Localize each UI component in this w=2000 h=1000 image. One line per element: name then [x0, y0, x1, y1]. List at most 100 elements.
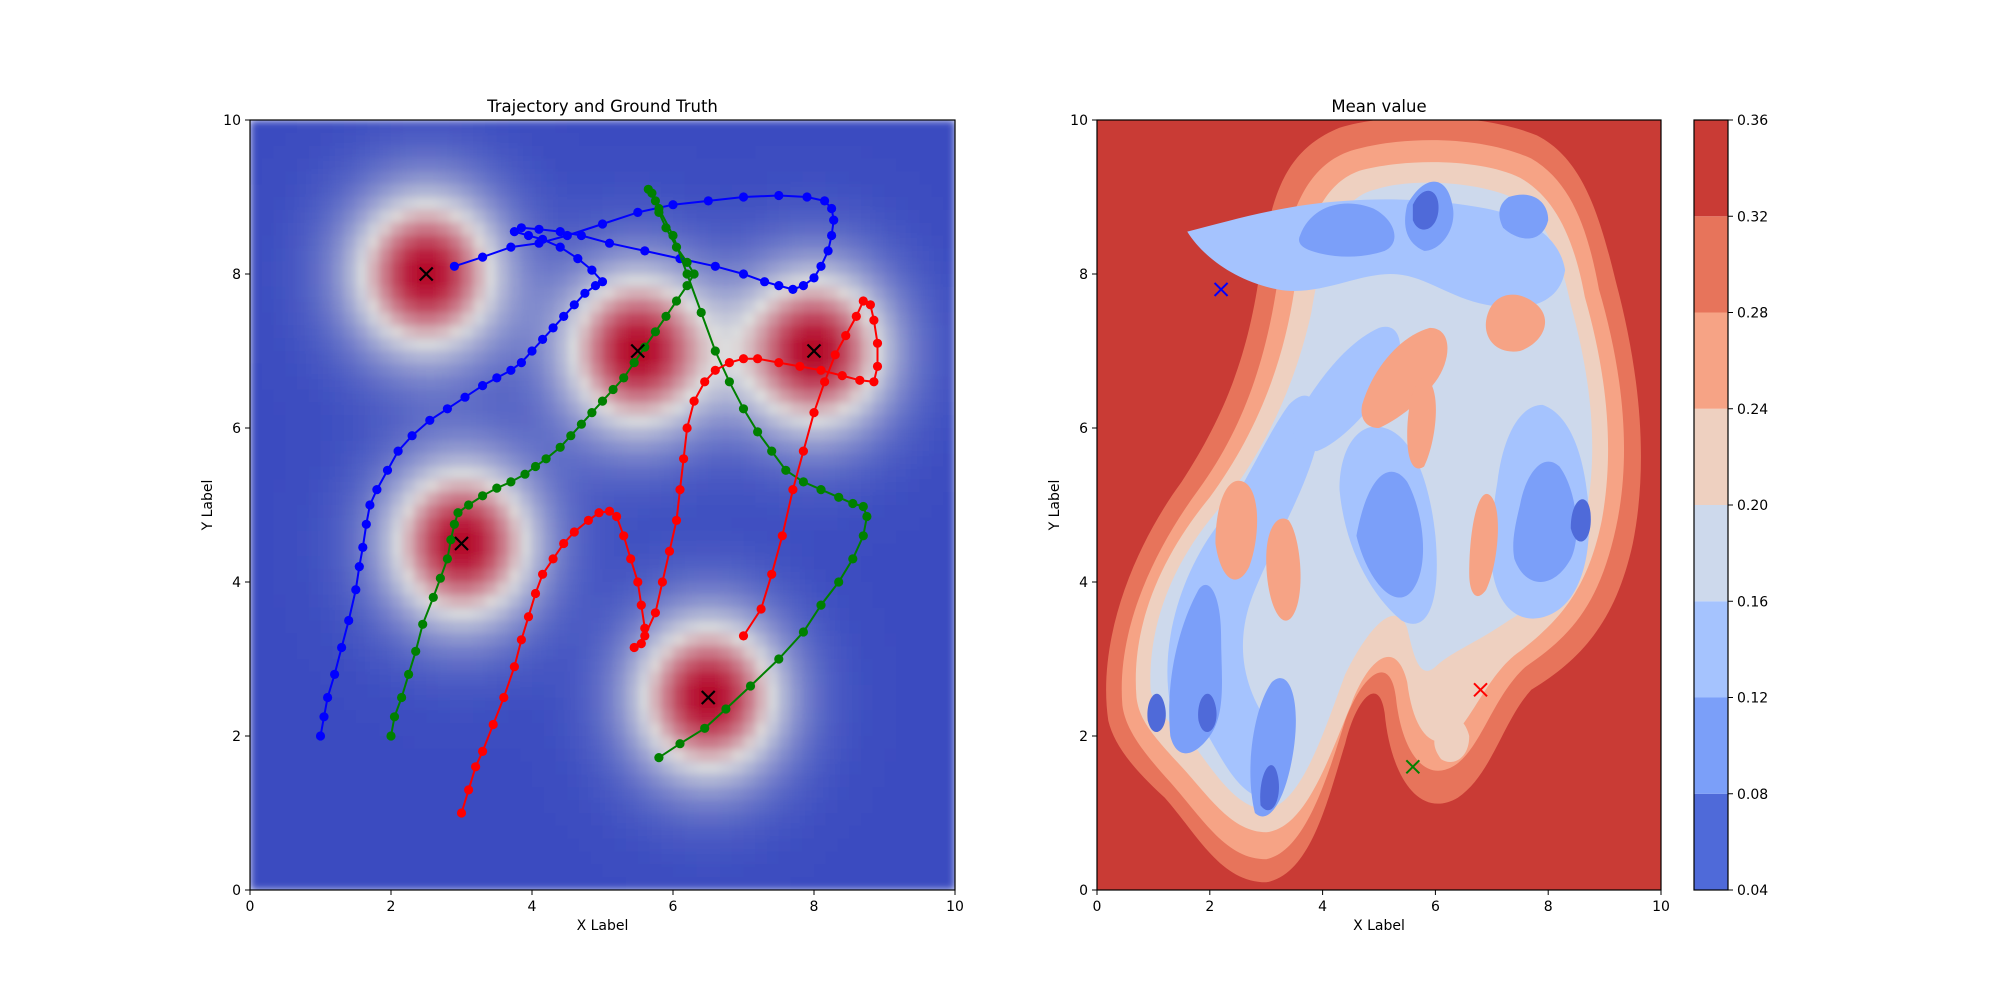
- trajectory-point-blue: [442, 404, 452, 414]
- trajectory-point-red: [636, 639, 646, 649]
- trajectory-red: [456, 296, 883, 818]
- colorbar-tick-label: 0.12: [1737, 691, 1768, 707]
- trajectory-point-blue: [816, 261, 826, 271]
- trajectory-point-green: [834, 492, 844, 502]
- trajectory-point-red: [523, 612, 534, 622]
- trajectory-point-blue: [425, 415, 435, 425]
- trajectory-point-red: [619, 531, 629, 541]
- trajectory-point-green: [435, 573, 445, 583]
- trajectory-point-green: [608, 384, 618, 395]
- trajectory-point-green: [386, 731, 396, 741]
- contour-band-0.04-e: [1147, 693, 1166, 733]
- trajectory-point-green: [710, 346, 720, 356]
- trajectory-point-green: [541, 454, 551, 464]
- trajectory-point-red: [738, 354, 749, 364]
- trajectory-point-red: [640, 623, 650, 633]
- y-tick-label: 0: [1079, 883, 1088, 899]
- contour-band-0.04-b: [1570, 499, 1591, 542]
- colorbar-tick-label: 0.24: [1737, 402, 1768, 418]
- contour-island-center: [1361, 327, 1448, 428]
- trajectory-point-blue: [492, 373, 502, 383]
- ground-truth-marker: [700, 690, 716, 705]
- y-tick-label: 4: [232, 575, 241, 591]
- colorbar-band: [1694, 793, 1728, 890]
- trajectory-point-red: [548, 554, 558, 564]
- trajectory-point-red: [872, 361, 883, 371]
- right-x-axis: 0 2 4 6 8 10: [1093, 890, 1670, 915]
- trajectory-point-blue: [829, 215, 839, 225]
- trajectory-point-red: [626, 554, 636, 564]
- colorbar-tick-label: 0.04: [1737, 883, 1768, 899]
- trajectory-point-red: [753, 354, 763, 364]
- trajectory-point-red: [509, 662, 519, 672]
- left-y-axis-label: Y Label: [200, 480, 216, 532]
- ground-truth-marker: [418, 266, 434, 282]
- trajectory-point-red: [872, 338, 883, 348]
- colorbar-tick-label: 0.28: [1737, 306, 1768, 322]
- trajectory-point-green: [700, 723, 710, 733]
- trajectory-point-blue: [323, 692, 333, 703]
- x-tick-label: 0: [1093, 899, 1102, 915]
- trajectory-point-green: [689, 269, 699, 279]
- trajectory-point-blue: [555, 242, 565, 252]
- trajectory-point-green: [492, 483, 502, 493]
- trajectory-point-red: [464, 785, 474, 795]
- trajectory-point-green: [404, 669, 414, 680]
- trajectory-point-green: [848, 498, 858, 509]
- trajectory-point-blue: [478, 252, 488, 262]
- trajectory-point-green: [721, 704, 731, 714]
- trajectory-point-blue: [478, 381, 488, 391]
- trajectory-point-red: [583, 515, 594, 526]
- trajectory-point-green: [781, 465, 791, 475]
- contour-band-0.08-right: [1513, 461, 1577, 582]
- trajectory-point-red: [671, 515, 682, 526]
- trajectory-point-green: [753, 427, 763, 437]
- trajectory-point-blue: [319, 712, 329, 722]
- colorbar-band: [1694, 312, 1728, 409]
- trajectory-point-red: [865, 300, 876, 310]
- trajectory-point-green: [520, 469, 530, 479]
- trajectory-point-red: [858, 296, 868, 306]
- trajectory-blue: [315, 190, 839, 741]
- colorbar-tick-label: 0.36: [1737, 113, 1768, 129]
- trajectory-point-blue: [827, 230, 837, 241]
- trajectory-point-blue: [449, 261, 459, 271]
- trajectory-point-blue: [587, 265, 597, 275]
- trajectory-point-green: [834, 577, 844, 587]
- trajectory-point-blue: [580, 288, 590, 298]
- trajectory-point-blue: [407, 431, 417, 441]
- trajectory-point-red: [559, 538, 569, 549]
- trajectory-point-red: [471, 762, 481, 772]
- right-panel-title: Mean value: [1331, 97, 1426, 116]
- trajectory-point-blue: [506, 242, 516, 252]
- trajectory-point-blue: [597, 277, 608, 287]
- contour-band-0.08-top3: [1499, 194, 1549, 239]
- trajectory-point-green: [418, 619, 428, 629]
- trajectory-point-blue: [506, 365, 516, 375]
- left-panel-title: Trajectory and Ground Truth: [486, 97, 718, 116]
- trajectory-point-blue: [351, 585, 361, 595]
- trajectory-point-red: [488, 719, 498, 730]
- trajectory-point-red: [679, 454, 689, 464]
- trajectory-point-blue: [710, 261, 720, 271]
- left-y-axis: 0 2 4 6 8 10: [223, 113, 250, 899]
- trajectory-point-blue: [827, 203, 837, 214]
- trajectory-point-red: [767, 569, 777, 579]
- colorbar-band: [1694, 216, 1728, 313]
- colorbar: 0.04 0.08 0.12 0.16 0.20 0.24 0.28 0.32 0.36: [1693, 113, 1768, 899]
- trajectory-point-green: [682, 269, 692, 279]
- y-tick-label: 4: [1079, 575, 1088, 591]
- trajectory-point-blue: [640, 246, 650, 256]
- trajectory-point-red: [636, 600, 646, 610]
- trajectory-point-blue: [527, 346, 537, 356]
- trajectory-point-blue: [809, 273, 819, 283]
- x-tick-label: 6: [1431, 899, 1440, 915]
- colorbar-tick-label: 0.32: [1737, 209, 1768, 225]
- trajectory-point-red: [700, 377, 710, 387]
- contour-marker-green: [1405, 759, 1421, 775]
- trajectory-point-red: [569, 527, 579, 537]
- y-tick-label: 0: [232, 883, 241, 899]
- trajectory-point-red: [710, 365, 720, 375]
- trajectory-point-red: [837, 371, 847, 381]
- trajectory-point-green: [671, 296, 682, 306]
